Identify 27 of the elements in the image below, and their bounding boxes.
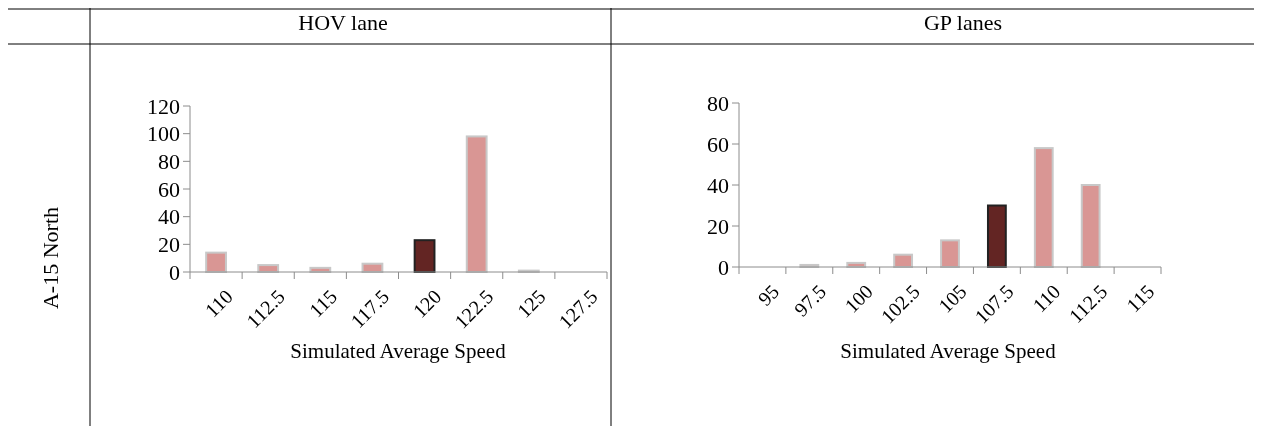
y-tick-label: 0 <box>169 259 180 285</box>
x-tick-label: 115 <box>304 285 342 322</box>
text: A-15 North <box>38 206 63 310</box>
chart-title: HOV lane <box>298 10 388 35</box>
x-tick-label: 125 <box>512 285 550 322</box>
y-tick-label: 80 <box>707 90 729 116</box>
y-tick-label: 0 <box>718 254 729 280</box>
y-tick-label: 20 <box>158 232 180 258</box>
x-tick-label: 115 <box>1122 280 1159 317</box>
y-tick-label: 60 <box>707 131 729 157</box>
x-axis-title: Simulated Average Speed <box>290 339 507 363</box>
x-tick-label: 95 <box>753 280 784 310</box>
x-tick-label: 105 <box>933 280 971 317</box>
y-tick-label: 80 <box>158 149 180 175</box>
y-tick-label: 40 <box>158 204 180 230</box>
y-tick-label: 100 <box>147 121 180 147</box>
x-tick-label: 120 <box>408 285 446 322</box>
x-axis-title: Simulated Average Speed <box>840 339 1057 363</box>
x-tick-label: 97.5 <box>789 280 831 321</box>
y-tick-label: 60 <box>158 176 180 202</box>
x-tick-label: 110 <box>1028 280 1065 317</box>
y-tick-label: 20 <box>707 213 729 239</box>
y-tick-label: 40 <box>707 172 729 198</box>
x-tick-label: 100 <box>840 280 877 317</box>
y-tick-label: 120 <box>147 93 180 119</box>
chart-title: GP lanes <box>923 10 1003 35</box>
x-tick-label: 110 <box>200 285 237 322</box>
